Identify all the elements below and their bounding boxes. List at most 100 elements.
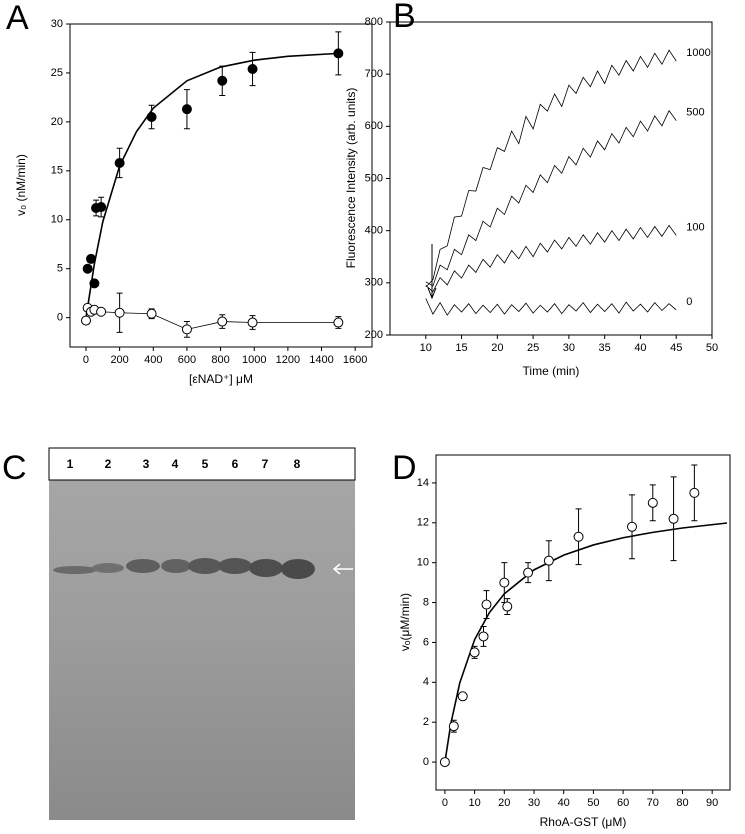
gel-band [161, 559, 191, 573]
axis-frame [389, 21, 713, 336]
gel-panel [48, 447, 356, 820]
data-point [146, 308, 157, 319]
gel-arrow-head [332, 563, 341, 575]
gel-band [92, 563, 124, 573]
y-axis-label: vₒ(μM/min) [398, 593, 412, 651]
data-point [543, 555, 554, 566]
trace-label: 0 [686, 296, 692, 308]
lane-label: 8 [294, 457, 301, 471]
gel-band [218, 558, 252, 574]
data-point [146, 111, 157, 122]
data-point [523, 567, 534, 578]
panel: B Fluorescence Intensity (arb. units) Time… [344, 0, 718, 378]
y-tick-label: 2 [423, 716, 429, 728]
x-tick-label: 0 [83, 354, 89, 366]
y-tick-label: 14 [417, 477, 429, 489]
gel-band [281, 559, 315, 579]
data-point [181, 324, 192, 335]
y-tick-label: 800 [365, 16, 383, 28]
x-axis-label: [εNAD⁺] μM [189, 372, 253, 386]
lane-label: 6 [232, 457, 239, 471]
data-point [333, 317, 344, 328]
panel: Dvₒ(μM/min) RhoA-GST (μM) 0 2 4 6 8 10 12 14 0 10 20… [392, 449, 731, 829]
data-point [627, 521, 637, 532]
data-point [247, 317, 258, 328]
trace-label: 500 [686, 107, 704, 119]
lane-label: 4 [172, 457, 179, 471]
y-tick-label: 12 [417, 517, 429, 529]
y-tick-label: 30 [51, 18, 63, 30]
gel-band [53, 566, 97, 574]
x-tick-label: 200 [110, 354, 128, 366]
trace-label: 1000 [686, 47, 710, 59]
data-point [181, 104, 192, 115]
data-point [448, 721, 459, 732]
data-point [457, 691, 468, 702]
x-tick-label: 10 [468, 797, 480, 809]
y-tick-label: 25 [51, 67, 63, 79]
y-tick-label: 300 [365, 277, 383, 289]
x-tick-label: 45 [670, 342, 682, 354]
x-tick-label: 70 [647, 797, 659, 809]
trace [425, 49, 677, 288]
y-tick-label: 4 [423, 676, 429, 688]
gel-band [188, 558, 222, 574]
y-tick-label: 5 [57, 263, 63, 275]
data-point [89, 278, 100, 289]
x-tick-label: 15 [455, 342, 467, 354]
x-tick-label: 35 [599, 342, 611, 354]
x-tick-label: 800 [211, 354, 229, 366]
data-point [439, 757, 450, 768]
data-point [689, 487, 700, 498]
data-point [333, 48, 344, 59]
x-tick-label: 50 [706, 342, 718, 354]
gel-image [49, 448, 355, 820]
lane-label: 7 [262, 457, 269, 471]
axis-frame [69, 23, 373, 348]
x-tick-label: 0 [442, 797, 448, 809]
y-tick-label: 0 [57, 312, 63, 324]
data-point [114, 307, 125, 318]
gel-band [249, 559, 283, 577]
x-tick-label: 40 [634, 342, 646, 354]
panel-letter: B [393, 0, 416, 35]
fit-curve [444, 522, 728, 763]
data-point [668, 513, 679, 524]
data-point [499, 577, 510, 588]
data-point [478, 631, 489, 642]
panel-letter: A [6, 0, 29, 37]
y-tick-label: 6 [423, 636, 429, 648]
x-tick-label: 20 [491, 342, 503, 354]
y-tick-label: 700 [365, 68, 383, 80]
gel-band [126, 559, 160, 573]
x-tick-label: 1400 [309, 354, 333, 366]
y-tick-label: 15 [51, 165, 63, 177]
data-point [647, 497, 658, 508]
data-point [469, 647, 480, 658]
panel-letter: D [392, 449, 417, 487]
lane-header [48, 447, 356, 481]
y-axis-label: v₀ (nM/min) [14, 154, 28, 216]
y-tick-label: 8 [423, 596, 429, 608]
arrow-head [427, 287, 437, 300]
data-point [247, 64, 258, 75]
x-tick-label: 20 [498, 797, 510, 809]
trace [425, 298, 677, 316]
data-point [217, 316, 228, 327]
lane-label: 3 [143, 457, 150, 471]
x-tick-label: 60 [617, 797, 629, 809]
x-tick-label: 10 [420, 342, 432, 354]
fit-curve [85, 52, 339, 318]
trace [425, 109, 677, 287]
x-tick-label: 1000 [242, 354, 266, 366]
data-point [217, 75, 228, 86]
data-point [502, 601, 513, 612]
lane-label: 1 [67, 457, 74, 471]
panel-letter: C [2, 449, 27, 487]
x-tick-label: 600 [178, 354, 196, 366]
data-point [82, 263, 93, 274]
x-tick-label: 1200 [276, 354, 300, 366]
lane-label: 5 [202, 457, 209, 471]
lane-label: 2 [105, 457, 112, 471]
